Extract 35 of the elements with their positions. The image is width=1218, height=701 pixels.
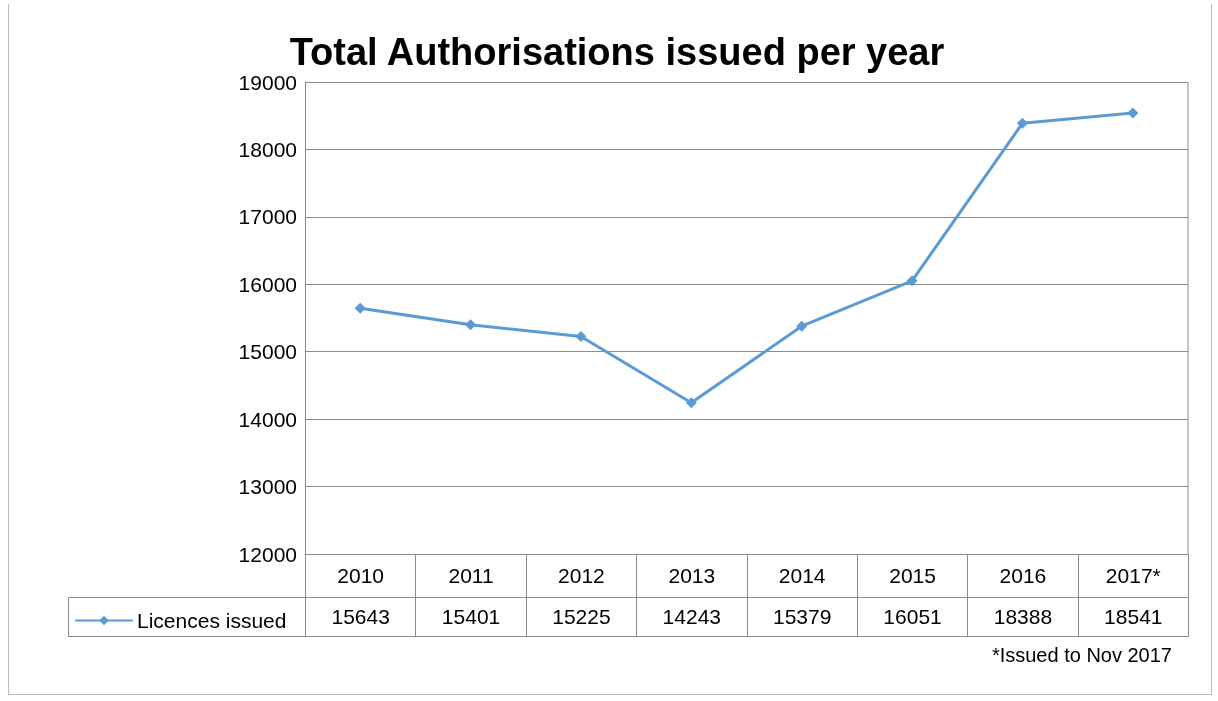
y-tick-label: 14000 xyxy=(238,407,297,431)
x-tick-label: 2010 xyxy=(305,554,417,598)
point xyxy=(1016,117,1028,129)
data-label: 16051 xyxy=(856,597,969,637)
x-tick-label: 2015 xyxy=(856,554,969,598)
data-label: 15643 xyxy=(305,597,417,637)
point xyxy=(354,302,366,314)
point xyxy=(796,320,808,332)
data-label: 18541 xyxy=(1077,597,1189,637)
data-label: 14243 xyxy=(636,597,748,637)
y-tick-label: 15000 xyxy=(238,340,297,364)
point xyxy=(465,319,477,331)
text: *Issued to Nov 2017 xyxy=(991,644,1172,667)
point xyxy=(906,275,918,287)
y-tick-label: 19000 xyxy=(238,70,297,94)
data-label: 15401 xyxy=(415,597,527,637)
x-tick-label: 2012 xyxy=(525,554,638,598)
point xyxy=(575,331,587,343)
x-tick-label: 2016 xyxy=(967,554,1079,598)
data-label: 15379 xyxy=(746,597,858,637)
y-tick-label: 13000 xyxy=(238,475,297,499)
y-tick-label: 18000 xyxy=(238,137,297,161)
x-tick-label: 2014 xyxy=(746,554,858,598)
legend-label: Licences issued xyxy=(137,609,287,632)
point xyxy=(1127,107,1139,119)
data-label: 18388 xyxy=(967,597,1079,637)
chart-title: Total Authorisations issued per year xyxy=(289,31,945,73)
x-tick-label: 2017* xyxy=(1077,554,1189,598)
y-tick-label: 17000 xyxy=(238,205,297,229)
y-tick-label: 16000 xyxy=(238,272,297,296)
point xyxy=(685,397,697,409)
y-tick-label: 12000 xyxy=(238,542,297,566)
x-tick-label: 2011 xyxy=(415,554,527,598)
x-tick-label: 2013 xyxy=(636,554,748,598)
data-label: 15225 xyxy=(525,597,638,637)
